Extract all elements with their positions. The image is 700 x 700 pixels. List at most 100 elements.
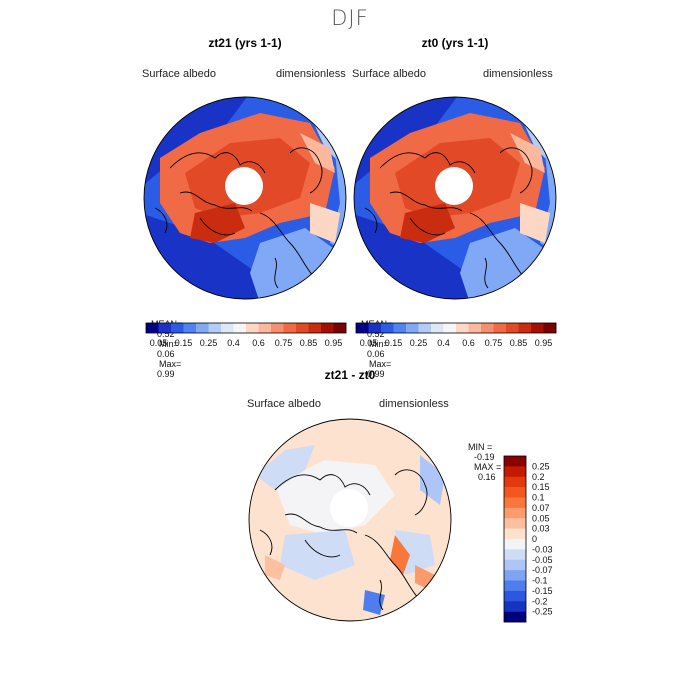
coastline [169,152,266,174]
pole-hole [435,167,473,205]
colorbar-tick-label: 0.95 [325,338,343,348]
colorbar-swatch [381,323,394,333]
figure-title: DJF [331,6,369,30]
panel-units-diff: dimensionless [379,398,449,410]
stat-min-label: Min= [159,339,179,349]
colorbar-swatch [543,323,557,333]
colorbar-swatch [504,528,526,540]
colorbar-tick-label: 0.85 [300,338,318,348]
colorbar-swatch [531,323,544,333]
panel-units-zt21: dimensionless [276,68,346,80]
colorbar-tick-label: 0.75 [485,338,503,348]
colorbar-tick-label: 0.6 [252,338,265,348]
colorbar-swatch [246,323,259,333]
colorbar-tick-label: -0.25 [532,607,553,617]
map-zt0 [353,96,557,300]
field-region [520,203,550,243]
colorbar-frame [145,322,347,334]
coastline [469,212,526,279]
stat-min-label: MIN = [468,442,493,452]
colorbar-swatch [504,580,526,592]
colorbar-swatch [504,497,526,509]
colorbar-tick-label: 0.85 [510,338,528,348]
colorbar-diff: 0.250.20.150.10.070.050.030-0.03-0.05-0.… [503,455,553,623]
panel-title-diff: zt21 - zt0 [324,368,376,382]
stat-max-value: 0.99 [157,369,175,379]
colorbar-swatch [504,590,526,602]
colorbar-swatch [456,323,469,333]
pole-hole [225,167,263,205]
coastline [274,257,279,289]
colorbar-swatch [431,323,444,333]
coastline [199,217,236,236]
colorbar-tick-label: 0.15 [385,338,403,348]
stat-min-value: -0.19 [474,452,495,462]
colorbar-tick-label: 0.25 [410,338,428,348]
colorbar-frame [355,322,557,334]
colorbar-frame [503,455,527,623]
colorbar-tick-label: -0.2 [532,596,548,606]
colorbar-swatch [158,323,172,333]
coastline [284,513,358,534]
colorbar-tick-label: 0.07 [532,503,550,513]
stat-max-value: 0.99 [367,369,385,379]
colorbar-tick-label: -0.1 [532,576,548,586]
field-region [363,590,385,615]
colorbar-swatch [504,601,526,612]
map-border [143,96,347,300]
stat-min-value: 0.06 [157,349,175,359]
pole-hole [330,489,368,527]
colorbar-swatch [368,323,382,333]
colorbar-tick-label: 0.05 [360,338,378,348]
stats-diff: MIN = -0.19 MAX = 0.16 [463,432,501,482]
field-region [300,133,335,173]
colorbar-swatch [308,323,322,333]
coastline [289,147,323,194]
colorbar-tick-label: 0.03 [532,524,550,534]
colorbar-tick-label: 0.75 [275,338,293,348]
coastline [484,257,489,289]
colorbar-tick-label: -0.07 [532,565,553,575]
colorbar-tick-label: 0 [532,534,537,544]
colorbar-tick-label: -0.05 [532,555,553,565]
map-border [353,96,557,300]
panel-title-zt0: zt0 (yrs 1-1) [421,36,489,50]
field-region [265,555,285,580]
colorbar-swatch [504,476,526,488]
colorbar-tick-label: 0.4 [437,338,450,348]
colorbar-swatch [321,323,334,333]
panel-variable-diff: Surface albedo [247,398,321,410]
coastline [499,147,533,194]
field-region [310,203,340,243]
stat-max-label: MAX = [474,462,502,472]
colorbar-tick-label: 0.15 [532,482,550,492]
colorbar-swatch [333,323,347,333]
field-region [400,203,455,243]
map-field [354,97,556,299]
colorbar-swatch [468,323,482,333]
colorbar-swatch [146,323,159,333]
colorbar-swatch [393,323,407,333]
field-region [190,203,245,243]
stat-min-value: 0.06 [367,349,385,359]
stat-max-label: Max= [159,359,182,369]
colorbar-swatch [504,518,526,529]
colorbar-swatch [271,323,284,333]
coastline [394,469,428,516]
panel-variable-zt0: Surface albedo [352,68,426,80]
colorbar-swatch [504,456,526,467]
colorbar-zt21: 0.05 0.15 0.25 0.4 0.6 0.75 0.85 0.95 [145,322,347,348]
field-region [510,133,545,173]
stat-mean-value: 0.52 [157,329,175,339]
colorbar-tick-label: 0.25 [532,461,550,471]
coastline [364,534,421,601]
map-border [248,418,452,622]
coastline [179,191,253,212]
coastline [409,217,446,236]
colorbar-tick-label: 0.2 [532,472,545,482]
field-region [420,455,445,505]
colorbar-swatch [504,559,526,571]
colorbar-swatch [481,323,494,333]
colorbar-tick-label: 0.6 [462,338,475,348]
stat-min-label: Min= [369,339,389,349]
